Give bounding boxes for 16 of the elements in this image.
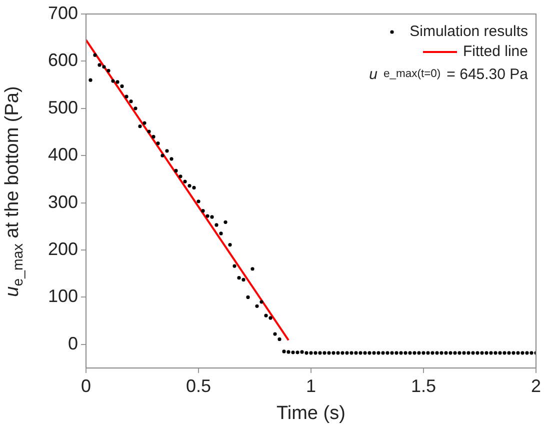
y-tick-label: 100 — [48, 286, 78, 306]
y-tick-label: 700 — [48, 2, 78, 23]
y-tick-label: 400 — [48, 144, 78, 165]
x-axis-title: Time (s) — [276, 403, 346, 424]
x-tick-label: 0 — [80, 376, 92, 396]
legend-label: Simulation results — [410, 22, 528, 42]
y-tick-label: 0 — [68, 333, 78, 354]
y-tick-label: 500 — [48, 97, 78, 118]
x-tick-label: 0.5 — [186, 376, 212, 396]
x-tick-label: 1.5 — [410, 376, 436, 396]
y-tick-label: 300 — [48, 192, 78, 212]
y-tick-label: 200 — [48, 238, 78, 259]
x-tick-label: 1 — [306, 376, 316, 396]
legend-label: Fitted line — [462, 42, 528, 62]
y-tick-label: 600 — [48, 50, 78, 70]
x-tick-label: 2 — [530, 376, 541, 396]
